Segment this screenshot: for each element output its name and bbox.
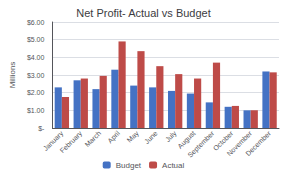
svg-text:$1.00: $1.00 <box>27 107 45 114</box>
svg-text:$3.00: $3.00 <box>27 72 45 79</box>
svg-text:$2.00: $2.00 <box>27 89 45 96</box>
svg-text:August: August <box>176 129 197 150</box>
svg-text:April: April <box>106 129 122 145</box>
svg-text:Net Profit- Actual vs Budget: Net Profit- Actual vs Budget <box>76 7 211 19</box>
svg-text:Budget: Budget <box>116 161 142 170</box>
svg-text:June: June <box>143 129 159 145</box>
svg-text:December: December <box>244 129 272 157</box>
svg-text:October: October <box>211 129 235 153</box>
svg-text:$4.00: $4.00 <box>27 54 45 61</box>
svg-text:$6.00: $6.00 <box>27 19 45 26</box>
svg-text:January: January <box>41 129 65 153</box>
svg-text:Millions: Millions <box>8 62 17 89</box>
svg-text:February: February <box>58 129 84 155</box>
svg-text:$5.00: $5.00 <box>27 36 45 43</box>
svg-text:March: March <box>83 129 102 148</box>
svg-text:$-: $- <box>38 125 45 132</box>
svg-text:Actual: Actual <box>162 161 184 170</box>
svg-text:November: November <box>225 129 254 158</box>
svg-text:September: September <box>186 129 216 159</box>
svg-text:May: May <box>126 129 141 144</box>
svg-text:July: July <box>164 129 179 144</box>
